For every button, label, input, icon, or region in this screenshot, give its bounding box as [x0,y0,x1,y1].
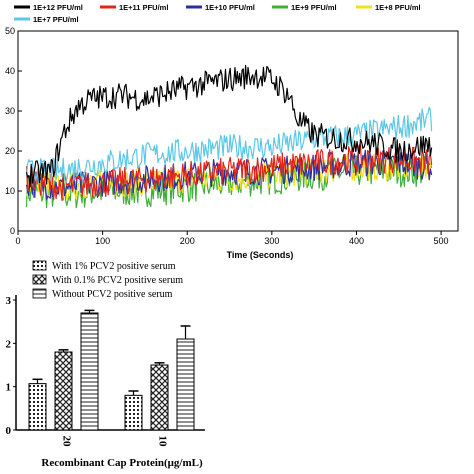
series-line-5 [25,106,433,185]
x-tick-label: 200 [180,236,195,246]
y-tick-label: 0 [10,226,15,236]
bar-y-tick-label: 3 [6,295,12,307]
x-tick-label: 400 [349,236,364,246]
bar-y-tick-label: 1 [6,382,12,394]
legend-swatch-bar-1 [32,274,47,285]
line-chart-series-group [25,64,433,209]
line-chart-legend: 1E+12 PFU/ml 1E+11 PFU/ml 1E+10 PFU/ml 1E+9… [14,3,421,24]
legend-label-0: 1E+12 PFU/ml [33,3,83,12]
legend-label-2: 1E+10 PFU/ml [205,3,255,12]
bar-category-label: 10 [157,436,169,448]
line-chart-x-axis-label: Time (Seconds) [227,250,294,260]
x-tick-label: 0 [15,236,20,246]
y-tick-label: 20 [5,146,15,156]
bar-20-0 [28,383,47,431]
bar-y-tick-label: 2 [6,338,12,350]
bar-chart-category-labels: 20 10 [61,436,169,448]
x-tick-label: 100 [95,236,110,246]
bar-20-1 [54,351,73,431]
y-tick-label: 50 [5,26,15,36]
bar-category-label: 20 [61,436,73,448]
series-line-1 [25,144,433,202]
legend-label-bar-1: With 0.1% PCV2 positive serum [52,275,183,286]
bar-20-2 [80,312,99,431]
bar-10-0 [124,394,143,431]
bar-chart-x-axis-label: Recombinant Cap Protein(μg/mL) [41,457,203,469]
bar-chart-axes: 0 1 2 3 [6,295,205,437]
y-tick-label: 30 [5,106,15,116]
y-tick-label: 40 [5,66,15,76]
bar-chart-legend: With 1% PCV2 positive serum With 0.1% PCV… [32,260,183,300]
legend-label-1: 1E+11 PFU/ml [119,3,168,12]
legend-label-bar-2: Without PCV2 positive serum [52,289,173,300]
line-chart-y-axis: 0 10 20 30 40 50 [5,26,22,236]
y-tick-label: 10 [5,186,15,196]
legend-label-4: 1E+8 PFU/ml [375,3,421,12]
bar-10-2 [176,338,195,431]
series-line-4 [25,152,433,200]
bar-y-tick-label: 0 [6,425,12,437]
line-chart-plot-area [17,30,459,232]
legend-swatch-bar-0 [32,260,47,271]
legend-label-3: 1E+9 PFU/ml [291,3,337,12]
legend-label-bar-0: With 1% PCV2 positive serum [52,261,176,272]
legend-label-5: 1E+7 PFU/ml [33,15,79,24]
x-tick-label: 300 [264,236,279,246]
x-tick-label: 500 [434,236,449,246]
legend-swatch-bar-2 [32,288,47,299]
bar-10-1 [150,364,169,431]
line-chart-x-axis: 0 100 200 300 400 500 [15,231,449,246]
series-line-0 [25,64,433,188]
bar-chart-bars-group [28,309,195,431]
